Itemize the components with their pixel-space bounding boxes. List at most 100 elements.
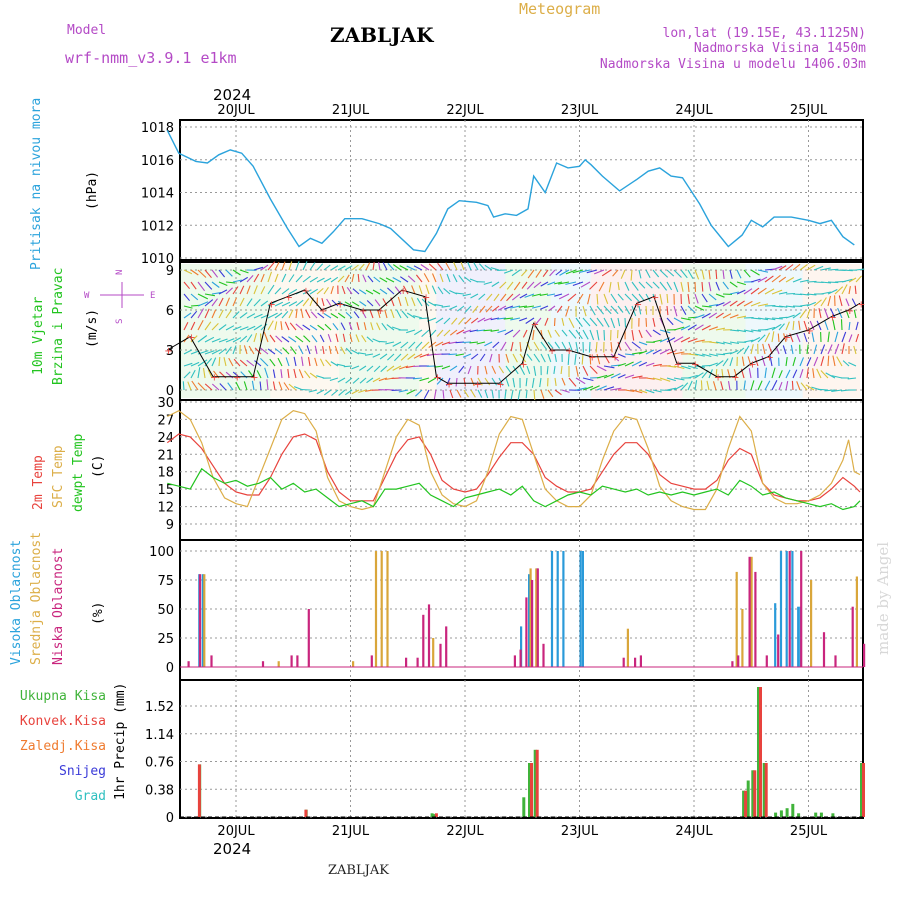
wind-barb: [805, 384, 815, 391]
wind-barb: [359, 377, 367, 384]
wind-barb: [211, 357, 217, 367]
wind-barb: [316, 389, 325, 395]
temp-line-t2m: [166, 433, 861, 502]
wind-barb: [645, 389, 655, 394]
wind-barb: [254, 360, 262, 367]
wind-barb: [309, 324, 318, 331]
wind-barb: [335, 333, 339, 343]
wind-barb: [451, 317, 458, 325]
wind-barb: [841, 278, 853, 283]
wind-barb: [458, 365, 465, 373]
ytick-label: 6: [166, 304, 174, 319]
wind-barb: [190, 350, 200, 355]
wind-barb: [526, 365, 531, 374]
precip-bar-conv_precip: [764, 763, 768, 817]
wind-barb: [841, 284, 848, 295]
wind-barb: [345, 311, 353, 319]
wind-barb: [298, 369, 304, 379]
wind-barb: [722, 313, 732, 319]
wind-barb: [806, 368, 809, 379]
wind-barb: [785, 357, 788, 367]
ytick-label: 1016: [141, 154, 174, 169]
wind-barb: [666, 269, 675, 277]
wind-barb: [733, 369, 738, 379]
wind-barb: [378, 377, 388, 382]
wind-barb: [374, 299, 381, 307]
wind-barb: [708, 362, 718, 367]
cloud-bar-low_cloud: [416, 657, 419, 667]
wind-barb: [491, 305, 500, 312]
precip-bar-total_precip: [860, 763, 863, 817]
wind-barb: [219, 383, 227, 391]
wind-barb: [366, 377, 374, 384]
wind-barb: [565, 269, 577, 275]
wind-barb: [204, 336, 215, 343]
wind-barb: [659, 269, 669, 278]
wind-barb: [274, 312, 283, 319]
wind-barb: [358, 352, 367, 355]
pressure-line: [166, 129, 855, 253]
wind-barb: [576, 293, 584, 304]
wind-gust-mark: +: [651, 293, 659, 304]
wind-barb: [769, 355, 773, 367]
wind-barb: [445, 377, 451, 386]
wind-barb: [470, 317, 479, 324]
wind-barb: [598, 281, 605, 292]
wind-barb: [544, 317, 549, 326]
wind-barb: [477, 317, 486, 323]
wind-barb: [827, 281, 839, 284]
wind-barb: [533, 341, 540, 351]
wind-barb: [540, 329, 544, 340]
wind-barb: [701, 281, 704, 292]
wind-barb: [840, 389, 850, 392]
wind-barb: [645, 305, 648, 315]
wind-barb: [547, 281, 556, 286]
wind-barb: [601, 269, 612, 277]
wind-barb: [486, 293, 493, 301]
wind-barb: [785, 314, 795, 319]
wind-barb: [757, 269, 769, 273]
wind-barb: [722, 300, 731, 307]
wind-gust-mark: +: [748, 359, 756, 370]
wind-barb: [539, 293, 549, 296]
wind-barb: [750, 278, 761, 283]
wind-barb: [449, 305, 458, 311]
wind-barb: [519, 341, 522, 352]
wind-barb: [469, 329, 479, 333]
wind-barb: [407, 275, 416, 283]
wind-barb: [260, 286, 266, 295]
wind-barb: [531, 305, 542, 309]
wind-barb: [820, 281, 832, 284]
cloud-bar-high_cloud: [201, 574, 204, 667]
wind-barb: [462, 341, 472, 344]
cloud-bar-low_cloud: [370, 655, 373, 667]
wind-barb: [608, 281, 612, 293]
wind-barb: [449, 329, 458, 336]
wind-barb: [378, 262, 381, 271]
precip-bar-total_precip: [791, 803, 795, 817]
wind-barb: [303, 335, 311, 343]
wind-barb: [338, 389, 346, 396]
wind-barb: [694, 293, 699, 304]
wind-barb: [799, 369, 804, 379]
wind-barb: [603, 293, 609, 304]
wind-barb: [232, 325, 242, 331]
wind-barb: [272, 369, 276, 379]
wind-barb: [673, 281, 679, 293]
wind-barb: [792, 263, 801, 271]
wind-barb: [785, 369, 791, 379]
wind-barb: [603, 386, 615, 391]
wind-barb: [302, 261, 308, 271]
wind-barb: [330, 361, 339, 367]
wind-barb: [470, 353, 479, 360]
wind-barb: [448, 353, 458, 356]
wind-barb: [455, 377, 458, 387]
wind-barb: [824, 389, 836, 392]
wind-barb: [659, 329, 671, 334]
wind-barb: [824, 320, 829, 331]
wind-barb: [197, 281, 206, 292]
wind-barb: [687, 281, 690, 293]
wind-barb: [253, 313, 263, 319]
cloud-bar-mid_cloud: [750, 556, 753, 667]
cloud-bar-high_cloud: [520, 626, 523, 667]
